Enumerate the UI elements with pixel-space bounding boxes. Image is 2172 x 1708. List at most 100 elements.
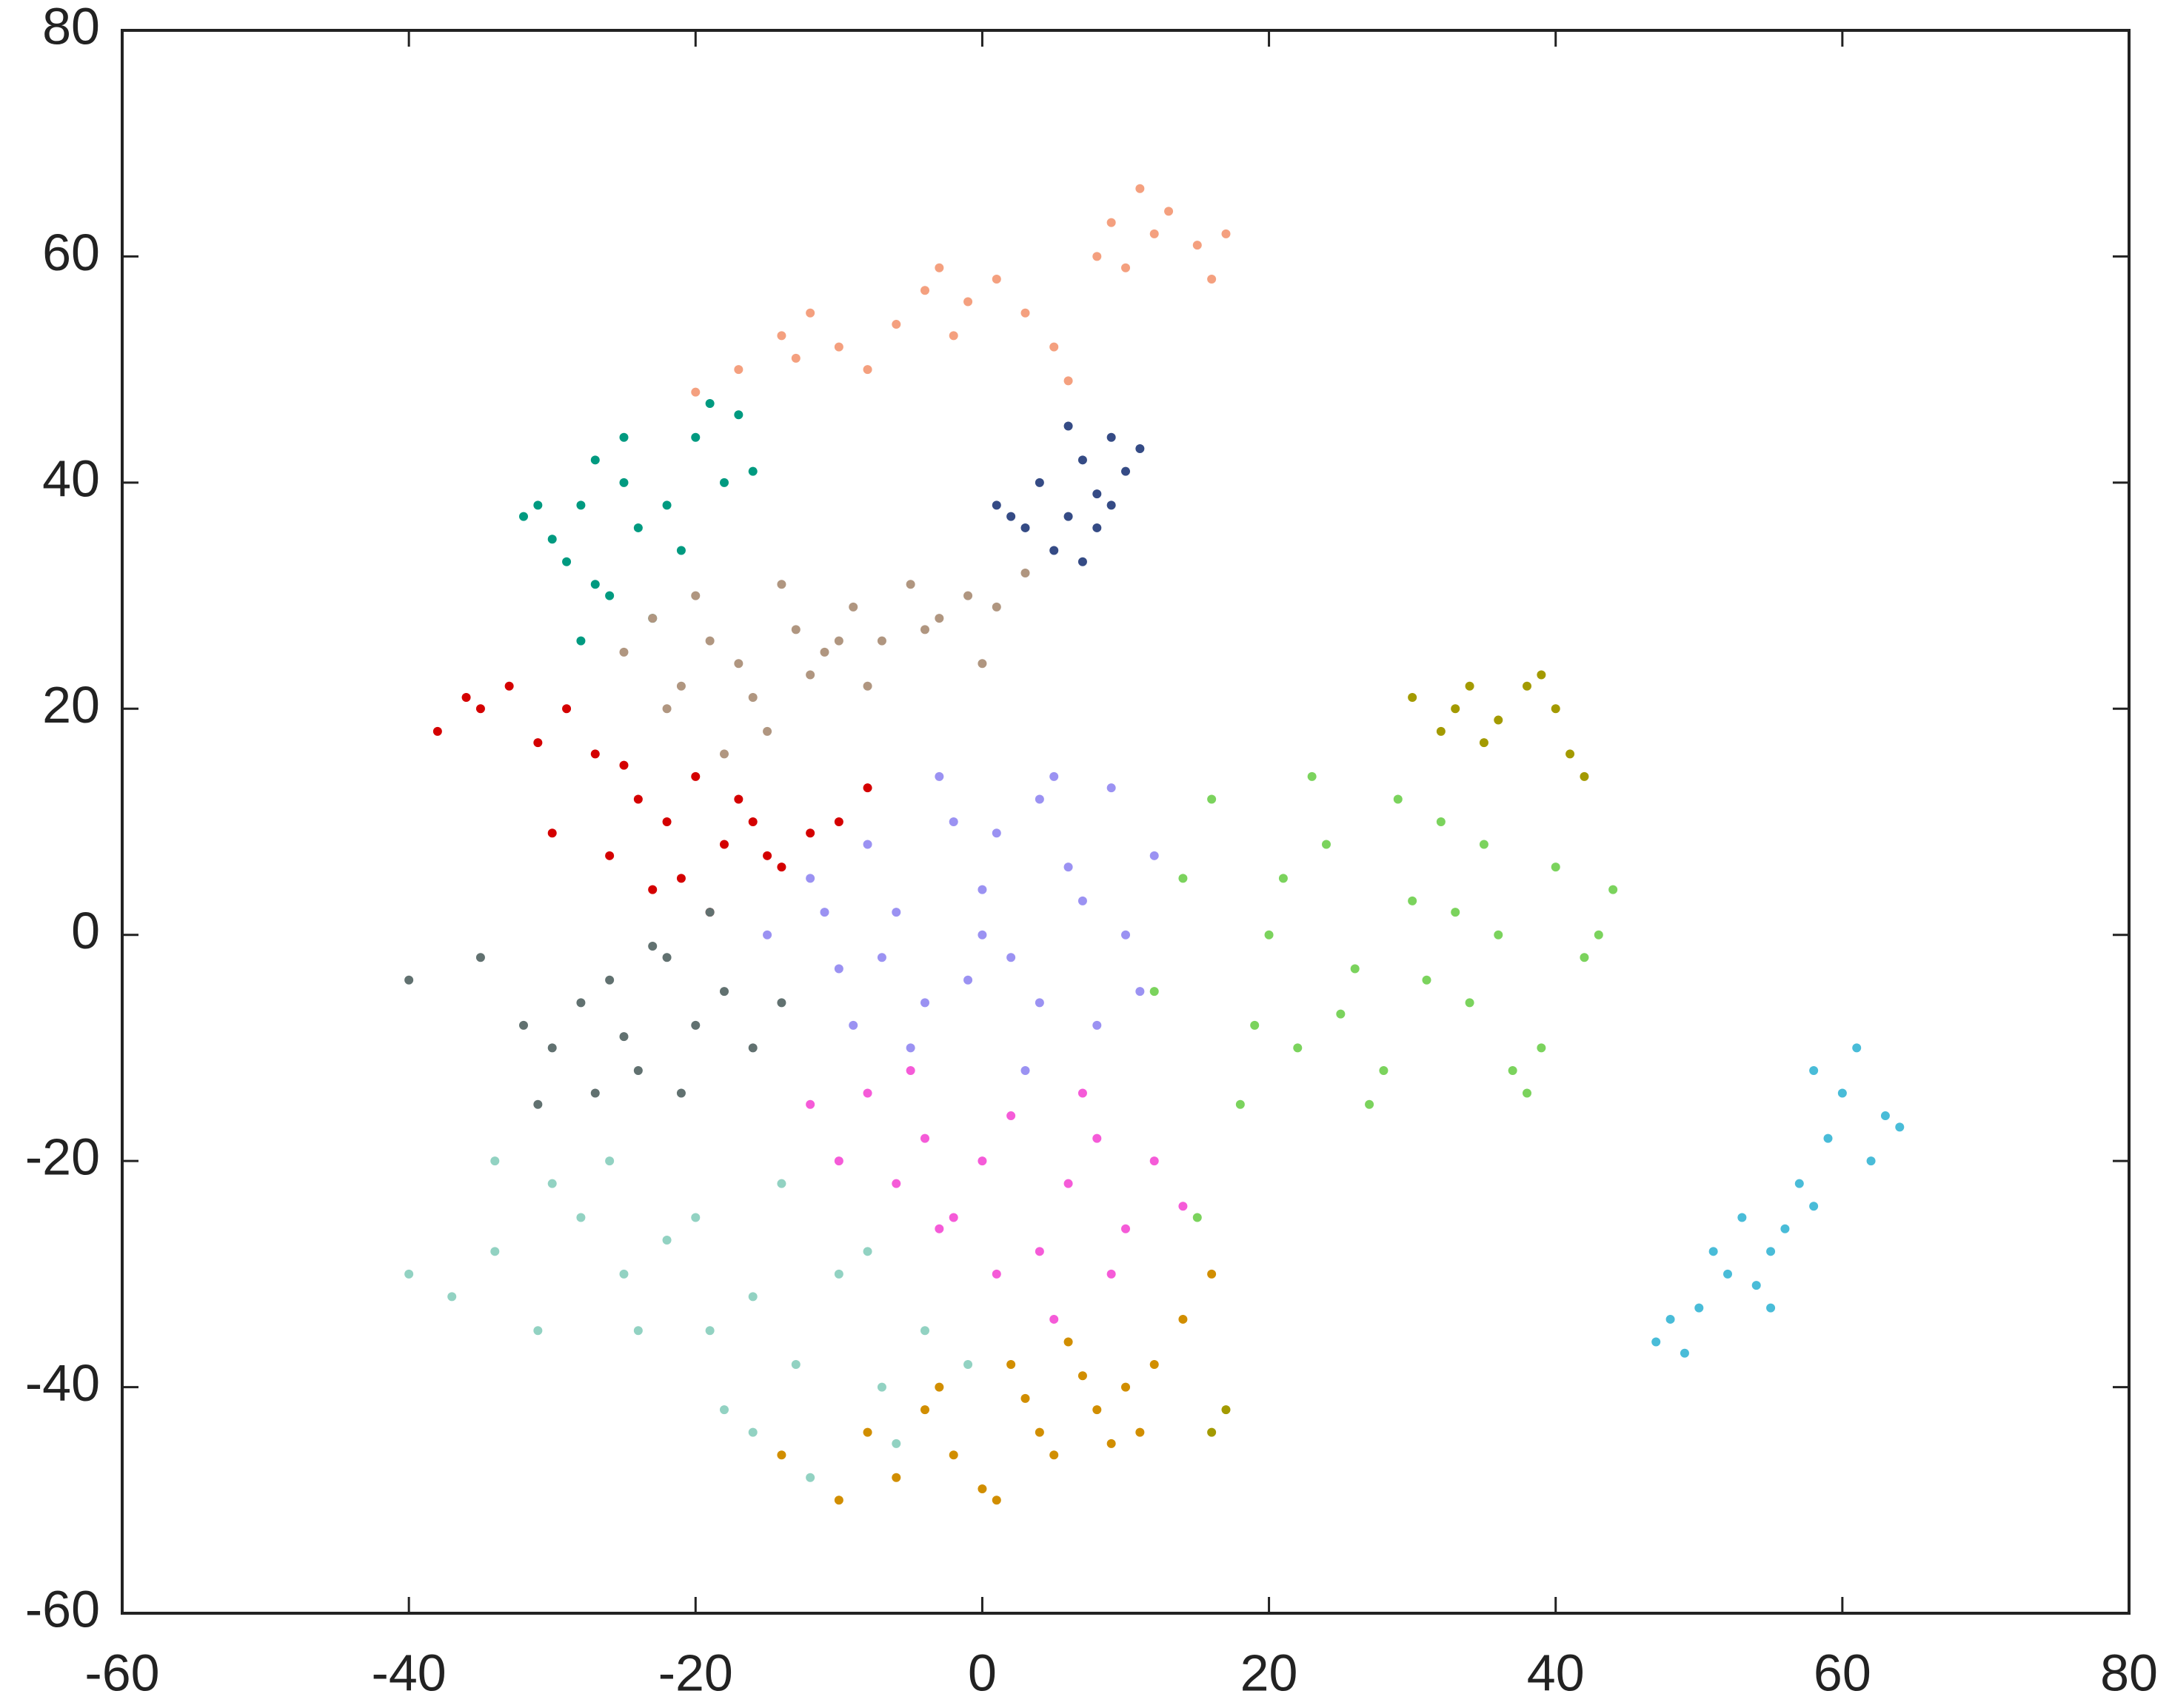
y-tick-label: 40 [42,449,100,507]
point [1106,218,1116,227]
point [633,1065,643,1075]
point [748,817,758,826]
point [949,1450,958,1460]
point [1121,1224,1130,1233]
point [1336,1009,1346,1019]
point [1106,432,1116,442]
point [1809,1065,1819,1075]
point [834,1269,843,1279]
point [978,930,987,940]
point [1092,252,1102,261]
point [576,500,586,510]
point [906,580,915,589]
point [519,1020,528,1030]
point [1192,1213,1202,1222]
point [1379,1065,1389,1075]
point [662,500,672,510]
point [935,263,944,272]
point [605,1156,615,1166]
point [648,941,658,951]
point [633,794,643,804]
point [877,636,886,646]
point [676,546,686,555]
point [1149,1360,1159,1370]
point [1178,874,1188,883]
point [1451,908,1460,917]
point [1766,1247,1776,1256]
point [748,1292,758,1302]
point [1436,726,1446,736]
point [877,1382,886,1392]
point [1523,1088,1531,1098]
point [1580,771,1589,781]
point [992,274,1001,284]
point [720,1405,729,1415]
point [949,1213,958,1222]
point [648,614,658,623]
point [777,1179,786,1188]
point [720,749,729,759]
point [920,1405,929,1415]
point [1408,693,1417,703]
point [777,1450,786,1460]
point [1723,1269,1732,1279]
point [1221,1405,1231,1415]
x-tick-label: -40 [372,1644,447,1701]
point [691,591,701,600]
point [1135,184,1145,193]
point [1794,1179,1804,1188]
point [863,1247,872,1256]
point [676,681,686,691]
point [963,297,973,307]
point [777,580,786,589]
point [1077,1371,1087,1381]
point [1895,1122,1905,1132]
point [1737,1213,1747,1222]
point [1436,817,1446,826]
point [1178,1314,1188,1324]
point [533,1099,543,1109]
x-tick-label: 60 [1814,1644,1871,1701]
point [676,1088,686,1098]
point [1077,1088,1087,1098]
point [1307,771,1317,781]
point [1063,1179,1073,1188]
x-tick-label: 40 [1527,1644,1585,1701]
point [547,1043,557,1053]
point [1020,569,1030,578]
point [1235,1099,1245,1109]
point [1494,715,1503,725]
point [791,625,801,634]
point [1207,794,1217,804]
point [662,1236,672,1245]
point [992,602,1001,612]
point [648,885,658,894]
point [1006,953,1016,962]
point [1293,1043,1303,1053]
point [949,817,958,826]
point [562,557,572,566]
point [619,647,629,657]
x-tick-label: 20 [1240,1644,1298,1701]
point [920,1326,929,1336]
point [1020,308,1030,318]
point [1465,681,1474,691]
point [1479,738,1488,748]
point [1809,1202,1819,1211]
point [705,908,715,917]
point [1063,1337,1073,1347]
point [576,1213,586,1222]
point [1121,930,1130,940]
point [806,308,815,318]
point [892,1179,901,1188]
point [734,410,744,420]
point [1035,1247,1044,1256]
point [992,828,1001,838]
y-tick-label: 80 [42,0,100,55]
point [1077,455,1087,465]
point [1077,896,1087,905]
point [720,987,729,997]
point [1135,1427,1145,1437]
point [806,1099,815,1109]
